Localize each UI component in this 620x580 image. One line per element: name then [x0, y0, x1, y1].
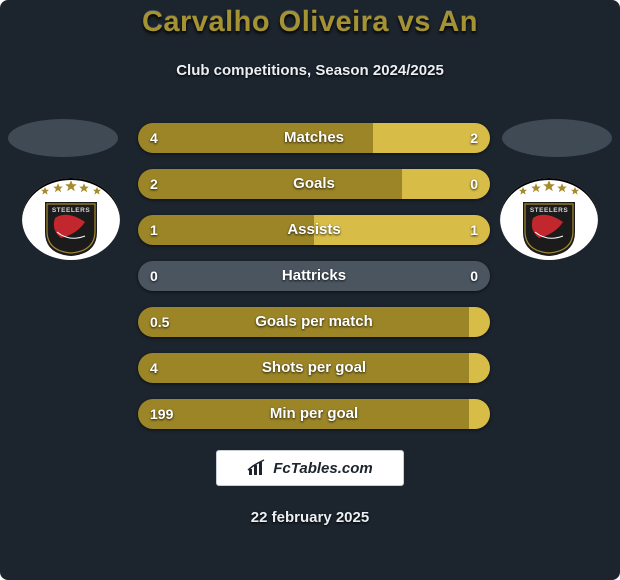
stat-row: Assists11: [138, 215, 490, 245]
title: Carvalho Oliveira vs An: [0, 6, 620, 39]
svg-text:STEELERS: STEELERS: [52, 207, 90, 214]
stat-row: Goals per match0.5: [138, 307, 490, 337]
footer-icon: [247, 459, 267, 477]
footer-badge: FcTables.com: [216, 450, 404, 486]
right-ellipse: [502, 119, 612, 157]
svg-text:STEELERS: STEELERS: [530, 207, 568, 214]
footer-text: FcTables.com: [273, 460, 372, 477]
date: 22 february 2025: [0, 509, 620, 526]
right-team-crest: STEELERS: [500, 178, 598, 260]
left-team-crest: STEELERS: [22, 178, 120, 260]
comparison-bars: Matches42 Goals20 Assists11 Hattricks00 Goal…: [138, 123, 490, 445]
comparison-infographic: Carvalho Oliveira vs An Club competition…: [0, 0, 620, 580]
stat-row: Goals20: [138, 169, 490, 199]
stat-row: Shots per goal4: [138, 353, 490, 383]
stat-row: Min per goal199: [138, 399, 490, 429]
left-ellipse: [8, 119, 118, 157]
subtitle: Club competitions, Season 2024/2025: [0, 62, 620, 79]
stat-row: Matches42: [138, 123, 490, 153]
stat-row: Hattricks00: [138, 261, 490, 291]
